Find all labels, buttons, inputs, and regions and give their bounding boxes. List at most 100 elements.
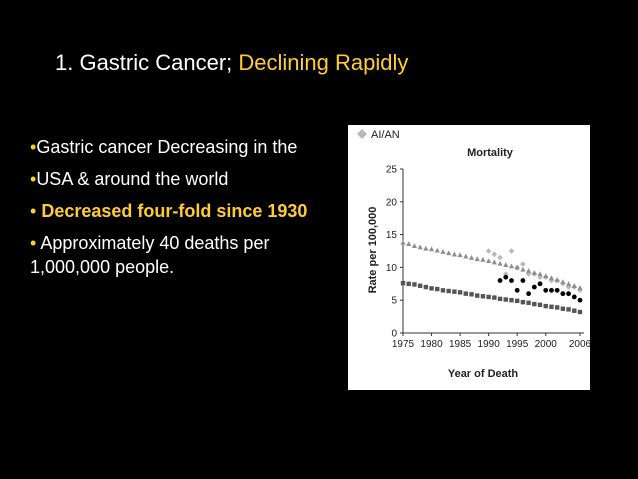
bullet-dot: • bbox=[30, 137, 37, 157]
x-tick-label: 1990 bbox=[478, 339, 501, 350]
data-point-series-2 bbox=[463, 253, 469, 259]
chart-svg: AI/AN Mortality Rate per 100,000 Year of… bbox=[357, 129, 590, 380]
data-point-series-3 bbox=[577, 297, 583, 303]
title-plain: 1. Gastric Cancer; bbox=[55, 50, 239, 75]
data-point-series-2 bbox=[474, 256, 480, 262]
data-point-series-4 bbox=[475, 293, 480, 298]
data-point-series-2 bbox=[451, 251, 457, 257]
data-point-series-2 bbox=[457, 252, 463, 258]
data-point-series-4 bbox=[400, 280, 406, 286]
data-point-series-2 bbox=[577, 285, 583, 290]
data-point-series-2 bbox=[446, 250, 452, 256]
data-point-series-2 bbox=[503, 262, 509, 267]
bullet-1-text: Gastric cancer Decreasing in the bbox=[36, 137, 298, 157]
data-point-series-3 bbox=[497, 278, 503, 283]
legend-label: AI/AN bbox=[371, 129, 400, 141]
data-point-series-2 bbox=[428, 246, 435, 252]
mortality-chart: AI/AN Mortality Rate per 100,000 Year of… bbox=[348, 125, 590, 390]
data-point-series-4 bbox=[412, 282, 417, 287]
chart-title: Mortality bbox=[467, 147, 514, 159]
data-point-series-4 bbox=[492, 295, 497, 300]
data-point-series-4 bbox=[423, 284, 429, 290]
data-point-series-2 bbox=[440, 249, 446, 254]
data-point-series-2 bbox=[543, 273, 549, 279]
data-point-series-4 bbox=[509, 298, 514, 303]
data-point-series-2 bbox=[548, 275, 555, 281]
data-point-series-4 bbox=[572, 308, 577, 313]
data-point-series-1 bbox=[491, 251, 498, 258]
data-point-series-3 bbox=[537, 281, 543, 287]
slide-title: 1. Gastric Cancer; Declining Rapidly bbox=[55, 50, 408, 76]
data-point-series-4 bbox=[520, 299, 526, 305]
y-tick-label: 20 bbox=[386, 197, 398, 208]
data-point-series-2 bbox=[508, 263, 515, 269]
data-point-series-4 bbox=[526, 300, 531, 306]
bullet-dot: • bbox=[30, 201, 37, 221]
legend-marker bbox=[357, 129, 367, 139]
data-point-series-2 bbox=[571, 283, 577, 288]
bullet-4: • Approximately 40 deaths per 1,000,000 … bbox=[30, 231, 340, 279]
data-point-series-3 bbox=[543, 287, 549, 293]
data-point-series-4 bbox=[440, 288, 446, 293]
data-point-series-2 bbox=[526, 268, 532, 273]
data-point-series-4 bbox=[497, 296, 503, 302]
bullet-1: •Gastric cancer Decreasing in the bbox=[30, 135, 340, 159]
y-tick-label: 10 bbox=[386, 263, 398, 274]
y-tick-label: 5 bbox=[391, 296, 397, 307]
x-tick-label: 1975 bbox=[392, 339, 415, 350]
data-point-series-3 bbox=[571, 294, 577, 300]
data-point-series-4 bbox=[406, 281, 411, 286]
data-point-series-2 bbox=[531, 270, 537, 275]
data-point-series-4 bbox=[554, 305, 560, 310]
x-ticks: 1975 1980 1985 1990 1995 2000 2006 bbox=[392, 333, 590, 350]
data-point-series-2 bbox=[417, 244, 423, 250]
data-point-series-3 bbox=[560, 291, 566, 297]
x-tick-label: 1980 bbox=[420, 339, 443, 350]
data-point-series-3 bbox=[554, 287, 560, 293]
bullet-2: •USA & around the world bbox=[30, 167, 340, 191]
x-tick-label: 2000 bbox=[535, 339, 558, 350]
data-point-series-3 bbox=[566, 291, 571, 297]
data-point-series-1 bbox=[485, 248, 492, 254]
data-point-series-4 bbox=[435, 286, 440, 292]
data-point-series-2 bbox=[411, 243, 418, 248]
title-highlight: Declining Rapidly bbox=[238, 50, 409, 75]
data-point-series-1 bbox=[520, 261, 526, 267]
data-point-series-4 bbox=[429, 286, 434, 291]
data-point-series-4 bbox=[543, 303, 548, 309]
data-point-series-2 bbox=[423, 245, 429, 251]
data-point-series-2 bbox=[514, 264, 520, 270]
data-point-series-2 bbox=[468, 254, 475, 260]
data-point-series-4 bbox=[480, 294, 486, 299]
data-point-series-2 bbox=[434, 247, 440, 253]
data-point-series-3 bbox=[503, 274, 509, 280]
y-axis-label: Rate per 100,000 bbox=[367, 207, 379, 294]
data-point-series-4 bbox=[463, 291, 469, 296]
bullet-3: • Decreased four-fold since 1930 bbox=[30, 199, 340, 223]
data-point-series-2 bbox=[406, 241, 412, 246]
data-point-series-4 bbox=[560, 306, 566, 311]
data-point-series-3 bbox=[514, 287, 520, 293]
data-point-series-2 bbox=[480, 256, 486, 262]
data-point-series-2 bbox=[400, 239, 406, 245]
data-point-series-3 bbox=[531, 284, 537, 290]
data-point-series-4 bbox=[469, 292, 474, 297]
data-point-series-3 bbox=[526, 291, 532, 297]
data-point-series-3 bbox=[520, 278, 526, 283]
data-point-series-4 bbox=[486, 294, 491, 300]
data-point-series-4 bbox=[577, 309, 583, 315]
data-point-series-1 bbox=[502, 271, 509, 277]
data-points bbox=[400, 239, 583, 315]
bullet-2-text: USA & around the world bbox=[36, 169, 229, 189]
data-point-series-2 bbox=[486, 258, 492, 264]
data-point-series-4 bbox=[549, 304, 554, 309]
bullet-list: •Gastric cancer Decreasing in the •USA &… bbox=[30, 135, 340, 287]
data-point-series-1 bbox=[508, 248, 515, 254]
data-point-series-4 bbox=[417, 283, 423, 288]
data-point-series-4 bbox=[446, 288, 451, 294]
data-point-series-2 bbox=[491, 259, 497, 265]
y-ticks: 0 5 10 15 20 25 bbox=[386, 165, 403, 340]
data-point-series-2 bbox=[554, 277, 560, 283]
bullet-dot: • bbox=[30, 233, 37, 253]
data-point-series-2 bbox=[520, 266, 526, 272]
